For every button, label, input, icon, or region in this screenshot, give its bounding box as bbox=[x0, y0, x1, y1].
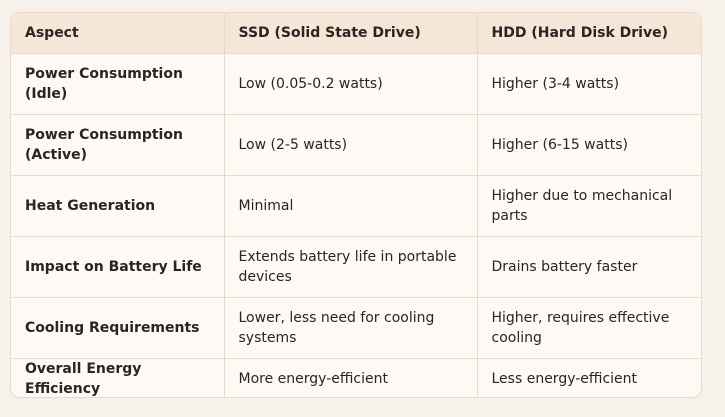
table-row: Impact on Battery Life Extends battery l… bbox=[11, 236, 701, 298]
header-ssd: SSD (Solid State Drive) bbox=[224, 13, 478, 54]
hdd-cell: Drains battery faster bbox=[477, 236, 701, 298]
table-row: Overall Energy Efficiency More energy-ef… bbox=[11, 358, 701, 397]
table-row: Heat Generation Minimal Higher due to me… bbox=[11, 175, 701, 237]
aspect-cell: Overall Energy Efficiency bbox=[11, 358, 225, 397]
hdd-cell: Higher, requires effective cooling bbox=[477, 297, 701, 359]
header-aspect: Aspect bbox=[11, 13, 225, 54]
ssd-cell: Lower, less need for cooling systems bbox=[224, 297, 478, 359]
ssd-cell: More energy-efficient bbox=[224, 358, 478, 397]
aspect-cell: Cooling Requirements bbox=[11, 297, 225, 359]
hdd-cell: Higher due to mechanical parts bbox=[477, 175, 701, 237]
ssd-cell: Low (2-5 watts) bbox=[224, 114, 478, 176]
ssd-cell: Extends battery life in portable devices bbox=[224, 236, 478, 298]
ssd-cell: Minimal bbox=[224, 175, 478, 237]
ssd-cell: Low (0.05-0.2 watts) bbox=[224, 53, 478, 115]
table-header-row: Aspect SSD (Solid State Drive) HDD (Hard… bbox=[11, 13, 701, 54]
aspect-cell: Impact on Battery Life bbox=[11, 236, 225, 298]
ssd-hdd-comparison-table: Aspect SSD (Solid State Drive) HDD (Hard… bbox=[11, 13, 701, 397]
hdd-cell: Less energy-efficient bbox=[491, 370, 638, 387]
hdd-cell: Higher (6-15 watts) bbox=[477, 114, 701, 176]
header-hdd: HDD (Hard Disk Drive) bbox=[477, 13, 701, 54]
aspect-cell: Power Consumption (Active) bbox=[11, 114, 225, 176]
comparison-table-card: Aspect SSD (Solid State Drive) HDD (Hard… bbox=[10, 12, 702, 398]
table-row: Cooling Requirements Lower, less need fo… bbox=[11, 297, 701, 359]
aspect-cell: Heat Generation bbox=[11, 175, 225, 237]
aspect-cell: Power Consumption (Idle) bbox=[11, 53, 225, 115]
hdd-cell: Higher (3-4 watts) bbox=[477, 53, 701, 115]
table-row: Power Consumption (Idle) Low (0.05-0.2 w… bbox=[11, 53, 701, 115]
table-row: Power Consumption (Active) Low (2-5 watt… bbox=[11, 114, 701, 176]
